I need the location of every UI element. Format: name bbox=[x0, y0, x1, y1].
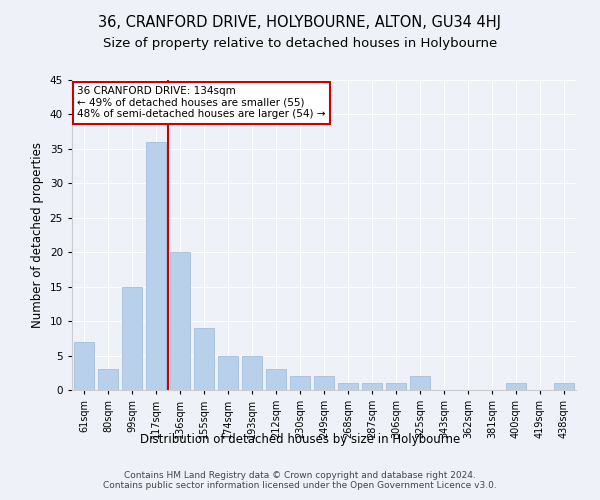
Bar bbox=[410, 376, 430, 390]
Bar bbox=[242, 356, 262, 390]
Bar bbox=[290, 376, 310, 390]
Bar bbox=[554, 383, 574, 390]
Bar bbox=[122, 286, 142, 390]
Bar bbox=[362, 383, 382, 390]
Bar bbox=[146, 142, 166, 390]
Text: Contains HM Land Registry data © Crown copyright and database right 2024.
Contai: Contains HM Land Registry data © Crown c… bbox=[103, 470, 497, 490]
Bar bbox=[314, 376, 334, 390]
Bar bbox=[338, 383, 358, 390]
Bar bbox=[386, 383, 406, 390]
Bar bbox=[266, 370, 286, 390]
Text: Size of property relative to detached houses in Holybourne: Size of property relative to detached ho… bbox=[103, 38, 497, 51]
Text: Distribution of detached houses by size in Holybourne: Distribution of detached houses by size … bbox=[140, 432, 460, 446]
Y-axis label: Number of detached properties: Number of detached properties bbox=[31, 142, 44, 328]
Text: 36 CRANFORD DRIVE: 134sqm
← 49% of detached houses are smaller (55)
48% of semi-: 36 CRANFORD DRIVE: 134sqm ← 49% of detac… bbox=[77, 86, 326, 120]
Bar bbox=[218, 356, 238, 390]
Bar bbox=[170, 252, 190, 390]
Bar bbox=[506, 383, 526, 390]
Text: 36, CRANFORD DRIVE, HOLYBOURNE, ALTON, GU34 4HJ: 36, CRANFORD DRIVE, HOLYBOURNE, ALTON, G… bbox=[98, 15, 502, 30]
Bar bbox=[74, 342, 94, 390]
Bar bbox=[98, 370, 118, 390]
Bar bbox=[194, 328, 214, 390]
